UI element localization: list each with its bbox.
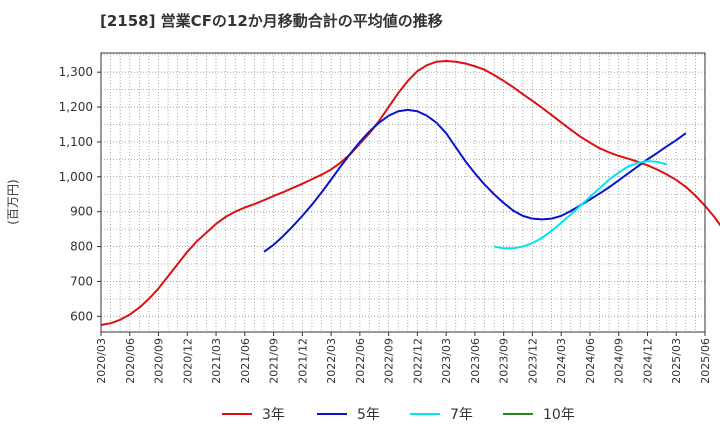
- x-tick-label: 2024/03: [555, 338, 568, 384]
- legend-label: 5年: [357, 407, 380, 423]
- y-axis-label: (百万円): [6, 179, 20, 224]
- y-tick-label: 1,100: [59, 135, 93, 149]
- x-tick-label: 2023/12: [526, 338, 539, 384]
- x-tick-label: 2020/06: [124, 338, 137, 384]
- y-tick-label: 600: [70, 309, 93, 323]
- legend-label: 10年: [543, 407, 575, 423]
- legend-item: 10年: [503, 402, 575, 426]
- x-tick-label: 2020/12: [181, 338, 194, 384]
- y-tick-label: 700: [70, 274, 93, 288]
- legend-swatch: [317, 413, 347, 415]
- chart-title: [2158] 営業CFの12か月移動合計の平均値の推移: [100, 12, 443, 30]
- x-axis-ticks: 2020/03 2020/06 2020/09 2020/12 2021/03 2021/…: [95, 332, 712, 384]
- axes: [100, 52, 706, 333]
- x-tick-label: 2024/12: [641, 338, 654, 384]
- y-tick-label: 1,200: [59, 100, 93, 114]
- series-lines: [100, 60, 720, 327]
- x-tick-label: 2022/12: [411, 338, 424, 384]
- legend-label: 7年: [450, 407, 473, 423]
- series-line-3年: [100, 60, 720, 327]
- legend-swatch: [222, 413, 252, 415]
- x-tick-label: 2025/03: [670, 338, 683, 384]
- y-tick-label: 1,000: [59, 170, 93, 184]
- x-tick-label: 2020/09: [153, 338, 166, 384]
- y-tick-label: 900: [70, 205, 93, 219]
- legend-swatch: [410, 413, 440, 415]
- y-axis-ticks: 600 700 800 900 1,000 1,100 1,200 1,300: [59, 65, 101, 323]
- x-tick-label: 2023/03: [440, 338, 453, 384]
- x-tick-label: 2023/09: [498, 338, 511, 384]
- x-tick-label: 2023/06: [469, 338, 482, 384]
- series-line-7年: [493, 160, 667, 250]
- plot-frame: [100, 52, 706, 333]
- legend-item: 5年: [317, 402, 380, 426]
- x-tick-label: 2022/09: [383, 338, 396, 384]
- x-tick-label: 2022/06: [354, 338, 367, 384]
- x-tick-label: 2025/06: [699, 338, 712, 384]
- x-tick-label: 2021/12: [296, 338, 309, 384]
- x-tick-label: 2021/06: [239, 338, 252, 384]
- y-tick-label: 1,300: [59, 65, 93, 79]
- legend: 3年 5年 7年 10年: [0, 402, 720, 426]
- x-tick-label: 2024/06: [584, 338, 597, 384]
- plot-background: [101, 53, 705, 332]
- legend-item: 3年: [222, 402, 285, 426]
- x-tick-label: 2021/03: [210, 338, 223, 384]
- legend-item: 7年: [410, 402, 473, 426]
- x-tick-label: 2022/03: [325, 338, 338, 384]
- legend-swatch: [503, 413, 533, 415]
- series-line-5年: [263, 108, 687, 253]
- y-tick-label: 800: [70, 240, 93, 254]
- x-tick-label: 2024/09: [613, 338, 626, 384]
- plot-area: [101, 53, 705, 332]
- x-tick-label: 2021/09: [268, 338, 281, 384]
- x-tick-label: 2020/03: [95, 338, 108, 384]
- legend-label: 3年: [262, 407, 285, 423]
